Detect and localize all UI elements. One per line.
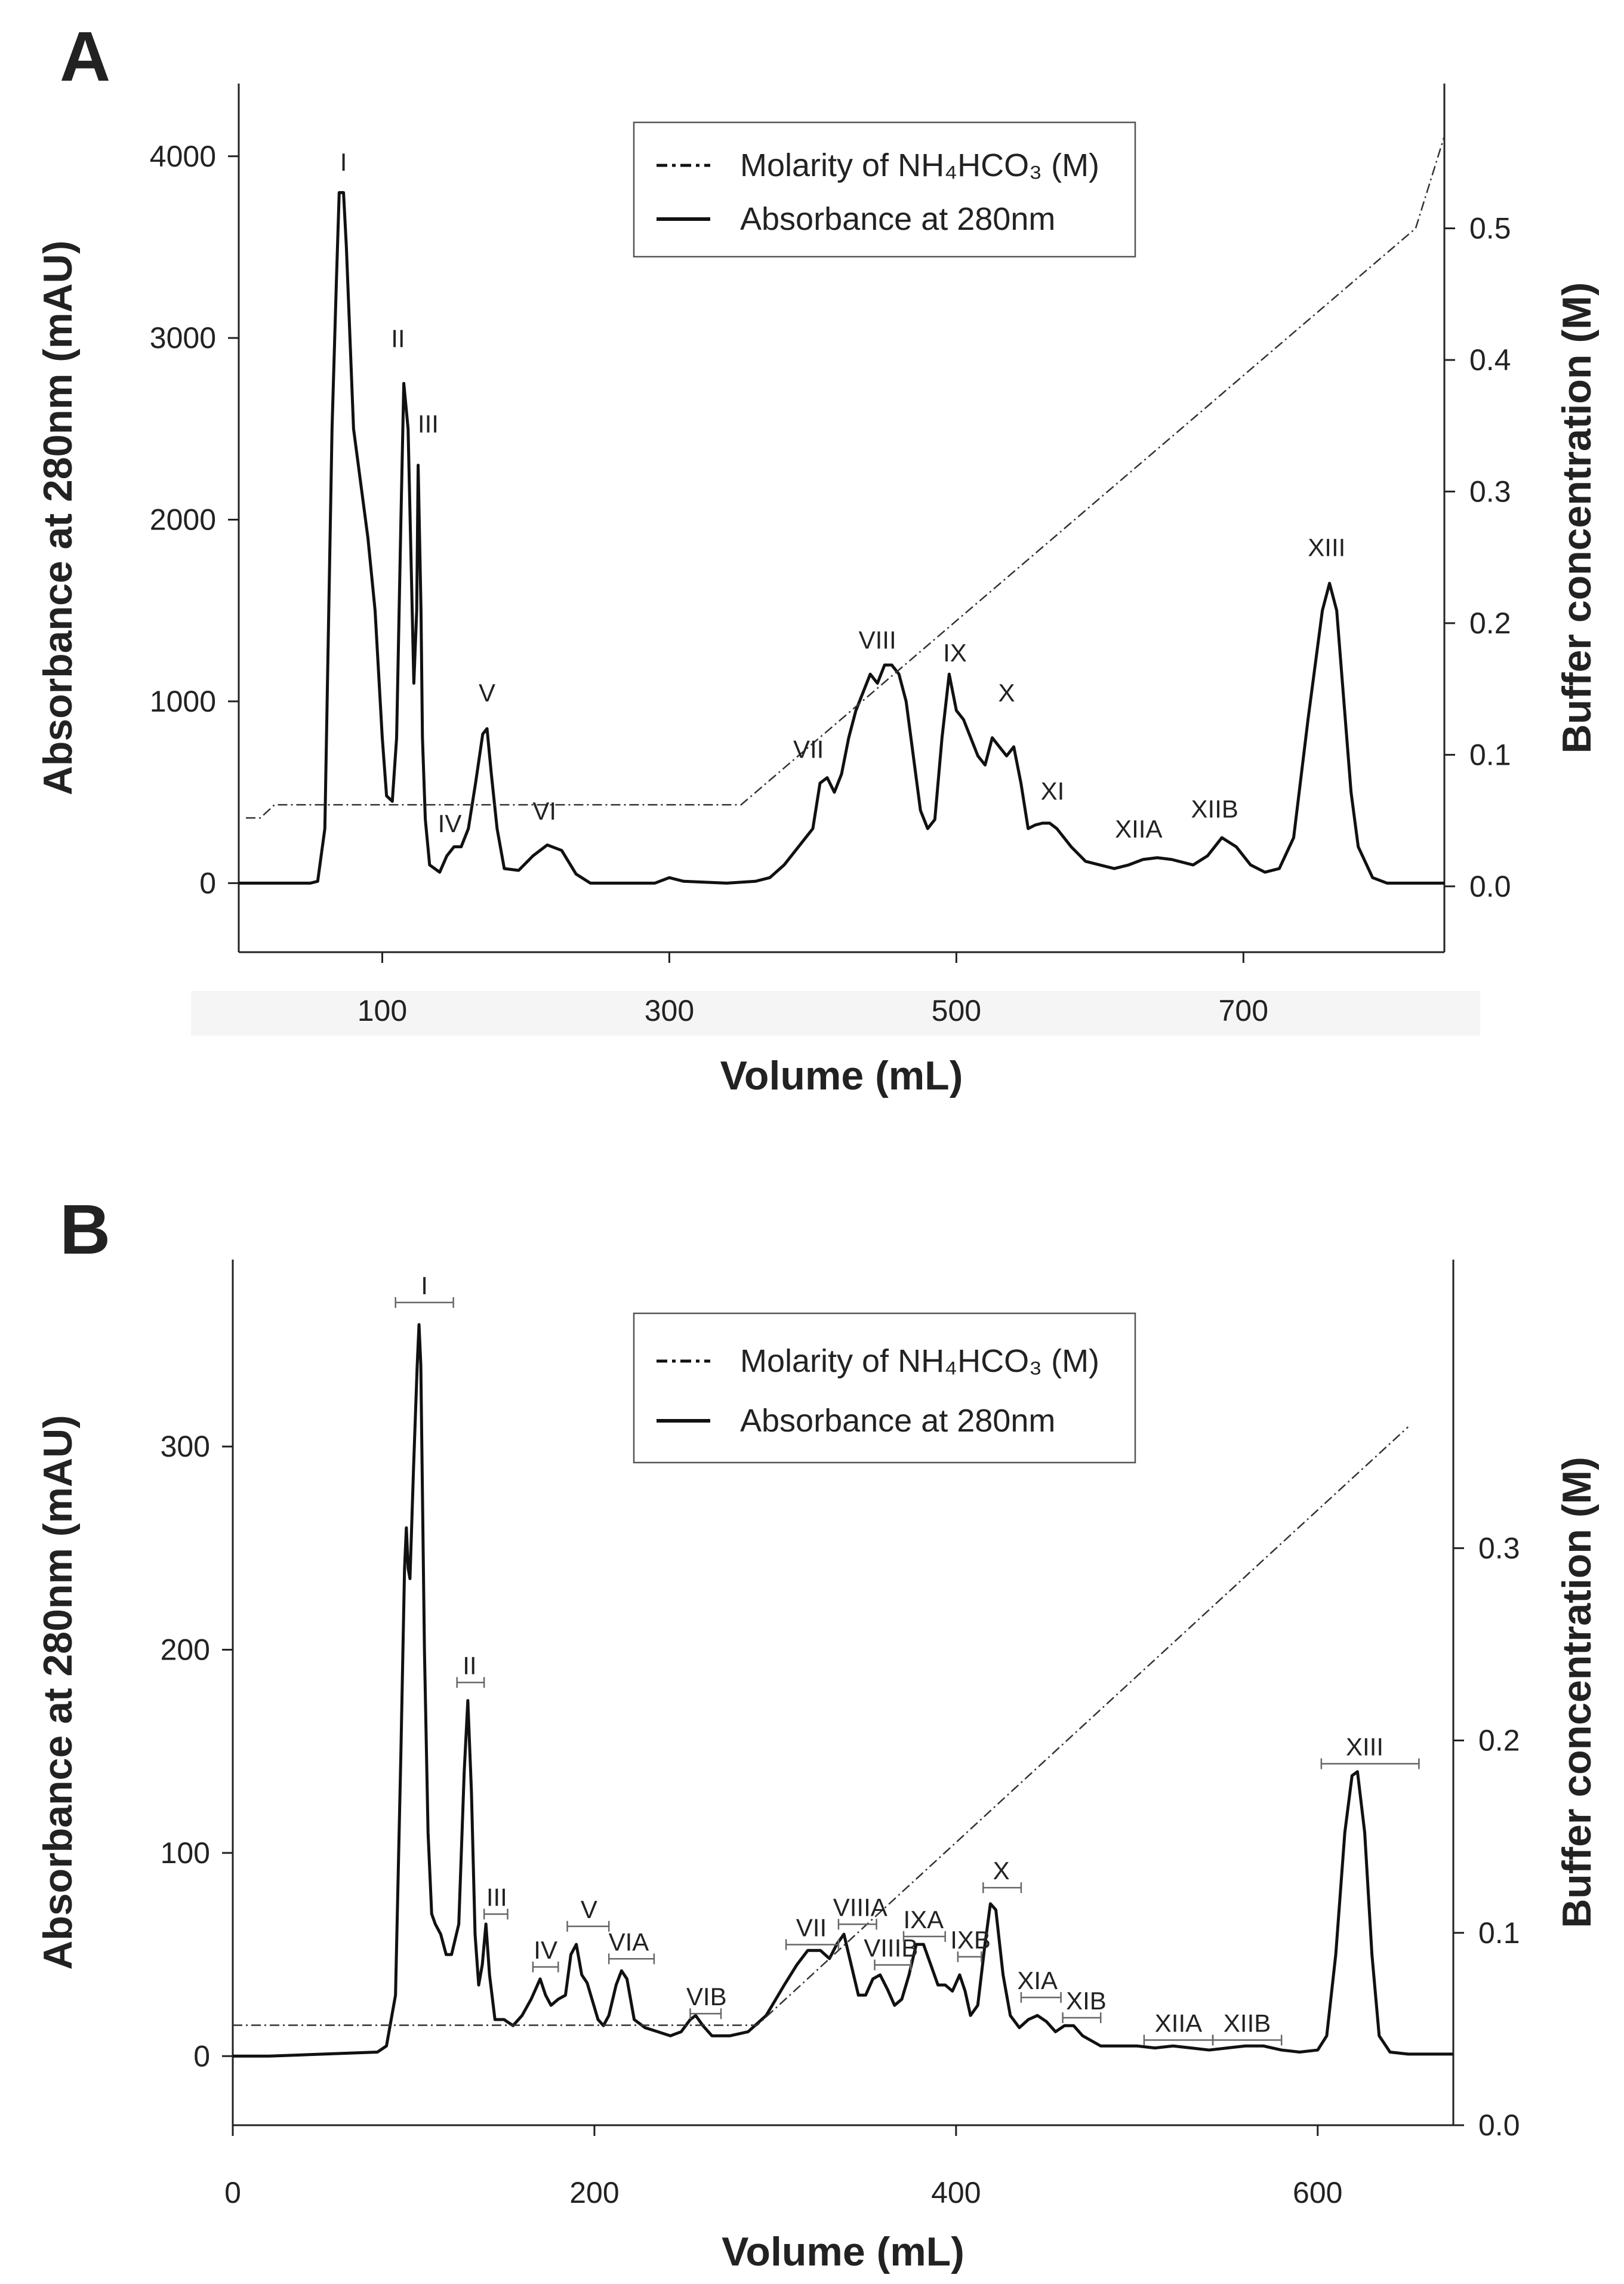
panel-letter: A — [60, 17, 110, 96]
y2-axis-title: Buffer concentration (M) — [1554, 1457, 1600, 1928]
x-tick-label: 300 — [645, 994, 694, 1027]
y-tick-label: 2000 — [150, 503, 216, 537]
x-tick-label: 400 — [931, 2176, 981, 2209]
peak-label: XIA — [1017, 1966, 1058, 1994]
y2-axis-title: Buffer concentration (M) — [1554, 282, 1600, 754]
peak-label: VIII — [859, 626, 896, 654]
x-tick-label: 700 — [1219, 994, 1268, 1027]
legend-label: Molarity of NH₄HCO₃ (M) — [740, 147, 1099, 183]
peak-label: XIIA — [1115, 815, 1162, 843]
peak-label: III — [418, 410, 439, 438]
y-axis-title: Absorbance at 280nm (mAU) — [35, 1415, 81, 1970]
peak-label: I — [421, 1272, 428, 1300]
x-tick-label: 600 — [1293, 2176, 1342, 2209]
series-absorbance — [233, 1323, 1453, 2058]
peak-label: II — [391, 324, 405, 352]
y2-tick-label: 0.0 — [1469, 870, 1511, 903]
y-tick-label: 200 — [161, 1633, 210, 1667]
panel-b: B 0 100 200 300 0.0 0.1 0.2 0.3 0 200 400 600 Volume … — [35, 1190, 1600, 2274]
y2-tick-label: 0.0 — [1478, 2108, 1520, 2142]
series-absorbance — [239, 191, 1444, 885]
legend: Molarity of NH₄HCO₃ (M) Absorbance at 280… — [633, 121, 1136, 258]
peak-label: XIII — [1308, 533, 1345, 561]
peak-label: X — [999, 679, 1015, 707]
y2-tick-label: 0.2 — [1469, 607, 1511, 640]
y-tick-label: 1000 — [150, 685, 216, 718]
y-tick-label: 4000 — [150, 140, 216, 173]
peak-label: IV — [438, 809, 462, 838]
peak-label: XIII — [1346, 1733, 1383, 1761]
peak-label: XI — [1041, 777, 1065, 805]
peak-label: XIIB — [1224, 2009, 1271, 2037]
y2-tick-label: 0.3 — [1478, 1531, 1520, 1565]
y-tick-label: 300 — [161, 1430, 210, 1463]
y2-tick-label: 0.1 — [1469, 738, 1511, 771]
peak-label: V — [479, 679, 495, 707]
panel-letter: B — [60, 1190, 110, 1269]
tick-band — [191, 991, 1480, 1036]
panel-a: A 0 1000 2000 3000 4000 0.0 0.1 0.2 0.3 0.4 0.5 100 3… — [35, 17, 1600, 1098]
peak-label: VII — [796, 1913, 827, 1941]
peak-label: XIIB — [1191, 795, 1238, 823]
y2-tick-label: 0.2 — [1478, 1724, 1520, 1757]
legend-label: Absorbance at 280nm — [740, 201, 1055, 237]
peak-label: XIIA — [1155, 2009, 1202, 2037]
y-axis-title: Absorbance at 280nm (mAU) — [35, 241, 81, 796]
peak-label: VIA — [609, 1928, 649, 1956]
peak-label: VIB — [686, 1983, 727, 2011]
peak-label: IXB — [950, 1926, 991, 1954]
peak-label: VI — [532, 797, 556, 825]
x-tick-label: 0 — [224, 2176, 241, 2209]
peak-label: I — [340, 148, 347, 176]
y-tick-label: 0 — [193, 2039, 210, 2073]
peak-label: III — [486, 1883, 507, 1911]
y2-tick-label: 0.3 — [1469, 475, 1511, 508]
series-buffer-molarity — [233, 1426, 1409, 2026]
x-tick-label: 200 — [569, 2176, 619, 2209]
peak-label: VIIIB — [864, 1934, 918, 1962]
legend-box — [633, 121, 1136, 258]
y-tick-label: 0 — [199, 866, 216, 900]
peak-label: XIB — [1066, 1987, 1107, 2015]
y2-tick-label: 0.1 — [1478, 1916, 1520, 1950]
y2-tick-label: 0.5 — [1469, 212, 1511, 245]
peak-label: IV — [534, 1936, 557, 1964]
y-tick-label: 3000 — [150, 321, 216, 355]
x-tick-label: 100 — [358, 994, 407, 1027]
peak-label: V — [581, 1895, 597, 1923]
y-tick-label: 100 — [161, 1836, 210, 1870]
peak-label: VIIIA — [833, 1893, 888, 1921]
peak-label: IX — [943, 639, 967, 667]
legend: Molarity of NH₄HCO₃ (M) Absorbance at 280… — [633, 1312, 1136, 1464]
legend-label: Absorbance at 280nm — [740, 1403, 1055, 1439]
x-tick-label: 500 — [932, 994, 981, 1027]
peak-label: VII — [793, 735, 824, 763]
peak-label: II — [463, 1651, 476, 1679]
x-axis-title: Volume (mL) — [720, 1053, 963, 1098]
legend-box — [633, 1312, 1136, 1464]
x-axis-title: Volume (mL) — [722, 2229, 964, 2274]
series-buffer-molarity — [246, 136, 1444, 819]
y2-tick-label: 0.4 — [1469, 343, 1511, 377]
peak-label: IXA — [903, 1906, 944, 1934]
legend-label: Molarity of NH₄HCO₃ (M) — [740, 1343, 1099, 1379]
peak-label: X — [993, 1857, 1010, 1885]
